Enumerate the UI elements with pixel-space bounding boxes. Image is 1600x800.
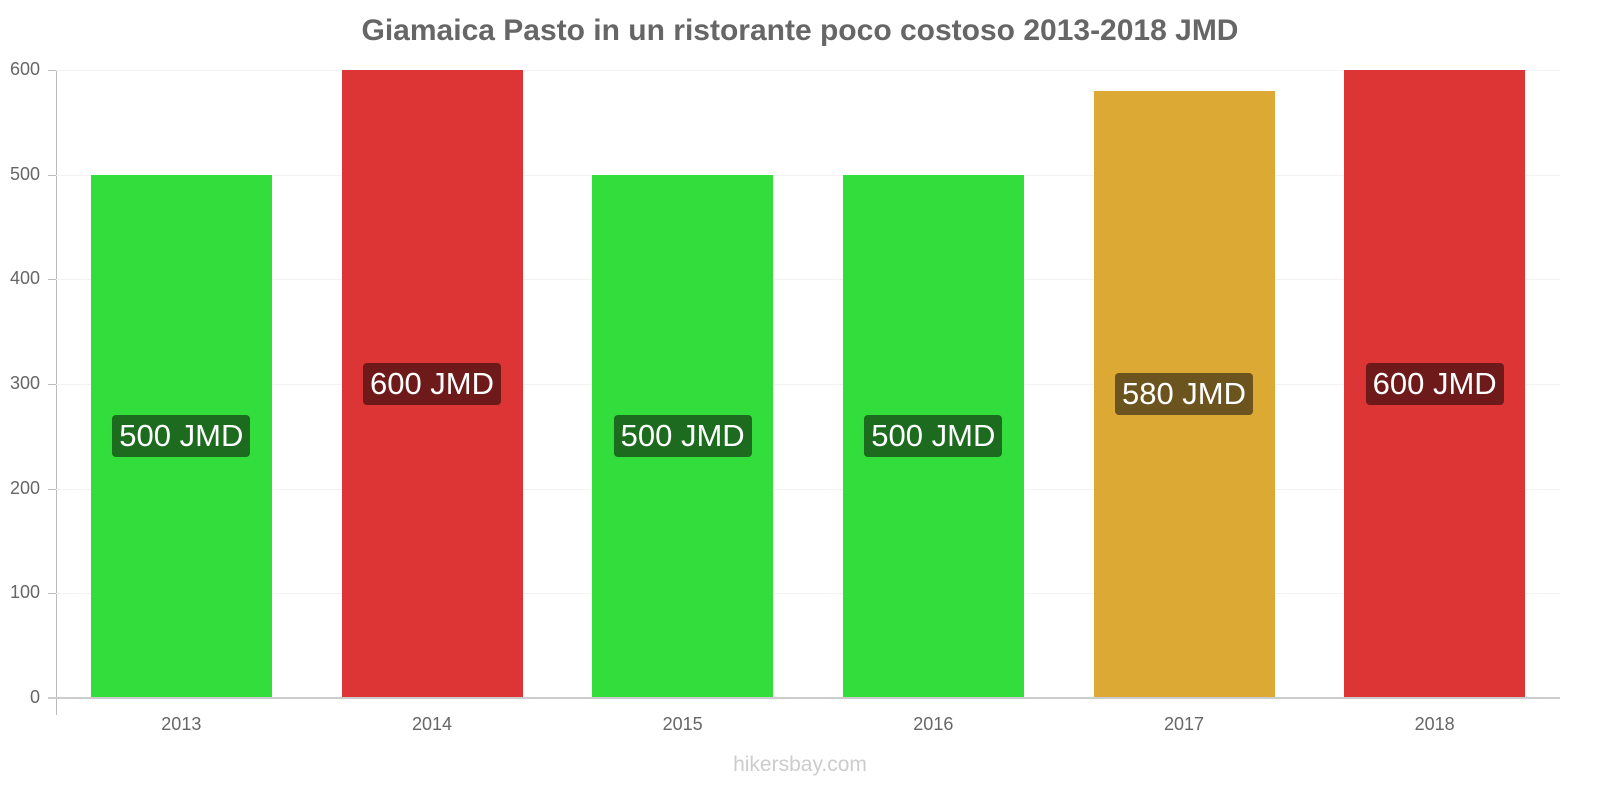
gridline (56, 279, 1560, 281)
y-tick-label: 500 (9, 163, 40, 184)
gridline (56, 593, 1560, 595)
x-tick-label: 2016 (913, 714, 954, 734)
gridline (56, 70, 1560, 71)
x-tick-label: 2013 (161, 714, 202, 734)
bar-value-label: 500 JMD (613, 415, 752, 458)
y-tick-label: 600 (9, 59, 40, 79)
x-tick-label: 2015 (662, 714, 703, 734)
y-tick-label: 200 (9, 477, 40, 498)
gridline (56, 488, 1560, 490)
x-tick-label: 2018 (1414, 714, 1455, 734)
bar-2014[interactable]: 600 JMD (341, 70, 523, 698)
watermark: hikersbay.com (733, 753, 867, 776)
y-tick-mark (48, 279, 56, 281)
x-tick-label: 2014 (411, 714, 453, 734)
bar-value-label: 600 JMD (1365, 363, 1504, 405)
bar-2013[interactable]: 500 JMD (90, 174, 272, 698)
x-tick-label: 2017 (1163, 714, 1205, 734)
bar-2016[interactable]: 500 JMD (842, 174, 1024, 698)
bar-value-label: 500 JMD (112, 415, 251, 458)
bar-value-label: 580 JMD (1114, 373, 1254, 416)
y-axis-line (56, 70, 57, 715)
y-tick-label: 300 (9, 373, 40, 393)
y-tick-label: 0 (29, 687, 40, 707)
gridline (56, 384, 1560, 385)
chart-title: Giamaica Pasto in un ristorante poco cos… (361, 14, 1239, 47)
y-tick-mark (48, 384, 56, 385)
plot-area: 500 JMD 600 JMD 500 JMD 500 JMD 580 JMD 600 J… (56, 70, 1560, 698)
bar-value-label: 600 JMD (362, 363, 502, 405)
y-tick-mark (48, 593, 56, 595)
y-tick-label: 400 (9, 268, 40, 289)
y-tick-mark (48, 488, 56, 490)
bar-2018[interactable]: 600 JMD (1344, 70, 1526, 698)
bar-value-label: 500 JMD (864, 415, 1003, 458)
y-tick-label: 100 (9, 582, 40, 603)
bar-2015[interactable]: 500 JMD (592, 174, 774, 698)
y-tick-mark (48, 174, 56, 176)
x-axis-line (48, 697, 1560, 699)
y-tick-mark (48, 70, 56, 71)
gridline (56, 174, 1560, 176)
bar-2017[interactable]: 580 JMD (1093, 90, 1275, 698)
